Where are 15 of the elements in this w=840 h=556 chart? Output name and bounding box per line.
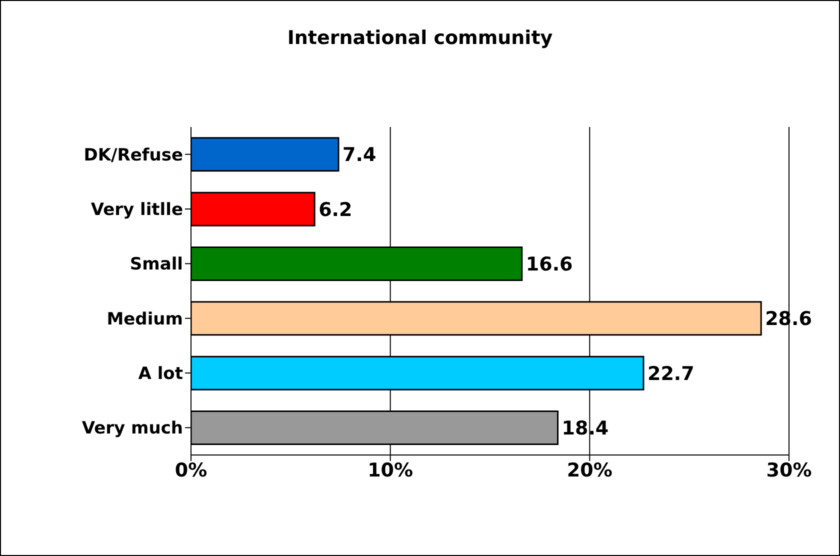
data-label: 22.7 [647, 362, 694, 385]
x-tick-label: 10% [368, 459, 414, 482]
data-label: 16.6 [526, 254, 573, 276]
data-label: 6.2 [318, 198, 352, 221]
y-tick-label: Small [130, 254, 183, 275]
y-tick-label: Very much [82, 418, 183, 439]
x-tick-label: 0% [174, 459, 208, 482]
chart-title: International community [286, 27, 554, 49]
x-tick-label: 20% [566, 459, 612, 482]
y-tick-label: Medium [106, 309, 183, 330]
data-label: 7.4 [342, 144, 376, 166]
y-tick-label: A lot [138, 364, 183, 384]
y-tick-label: Very litlle [90, 200, 183, 220]
x-tick-label: 30% [766, 459, 812, 482]
y-tick-label: DK/Refuse [84, 145, 183, 166]
